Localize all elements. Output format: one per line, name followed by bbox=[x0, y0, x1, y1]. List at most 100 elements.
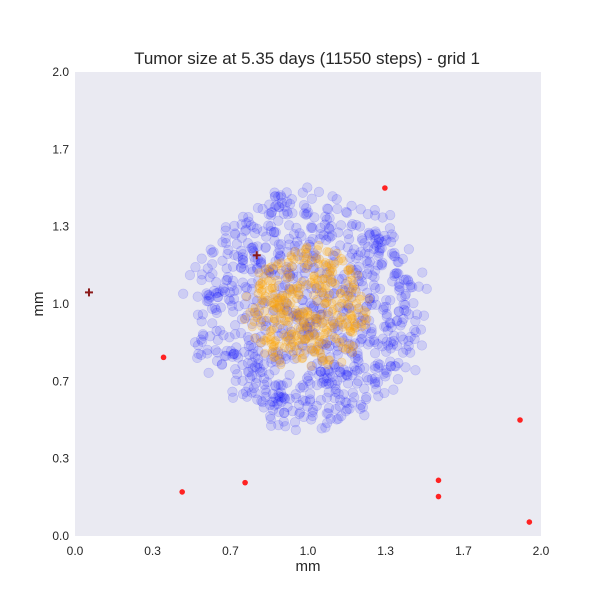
tumor-cell-point bbox=[316, 423, 327, 434]
tumor-cell-point bbox=[242, 357, 254, 369]
tumor-cell-point bbox=[325, 368, 336, 379]
tumor-cell-point bbox=[236, 219, 247, 230]
tumor-cell-point bbox=[243, 341, 254, 352]
tumor-cell-point bbox=[310, 347, 320, 357]
tumor-cell-point bbox=[401, 344, 412, 355]
tumor-cell-point bbox=[315, 332, 325, 342]
tumor-cell-point bbox=[269, 314, 279, 324]
tumor-cell-point bbox=[269, 340, 279, 350]
tumor-cell-point bbox=[287, 208, 298, 219]
tumor-cell-point bbox=[317, 274, 328, 285]
tumor-cell-point bbox=[316, 309, 327, 320]
tumor-cell-point bbox=[272, 248, 284, 259]
tumor-cell-point bbox=[328, 359, 340, 370]
tumor-cell-point bbox=[306, 193, 317, 204]
tumor-cell-point bbox=[282, 320, 293, 331]
tumor-cell-point bbox=[320, 293, 330, 303]
tumor-cell-point bbox=[332, 375, 343, 386]
tumor-cell-point bbox=[409, 333, 420, 345]
tumor-cell-point bbox=[239, 299, 250, 310]
tumor-cell-point bbox=[280, 293, 290, 303]
tumor-cell-point bbox=[337, 284, 348, 295]
tumor-cell-point bbox=[201, 296, 212, 307]
tumor-cell-point bbox=[334, 301, 345, 313]
tumor-cell-point bbox=[252, 202, 264, 214]
tumor-cell-point bbox=[274, 268, 286, 280]
tumor-cell-point bbox=[292, 283, 302, 293]
tumor-cell-point bbox=[207, 268, 218, 279]
tumor-cell-point bbox=[257, 366, 268, 377]
tumor-cell-point bbox=[364, 294, 374, 304]
tumor-cell-point bbox=[328, 288, 339, 299]
tumor-cell-point bbox=[306, 256, 317, 267]
tumor-cell-point bbox=[400, 362, 411, 373]
tumor-cell-point bbox=[345, 346, 356, 357]
tumor-cell-point bbox=[280, 280, 291, 291]
tumor-cell-point bbox=[222, 345, 233, 356]
tumor-cell-point bbox=[393, 281, 404, 292]
tumor-cell-point bbox=[341, 369, 353, 380]
tumor-cell-point bbox=[205, 331, 216, 342]
tumor-cell-point bbox=[296, 262, 307, 273]
tumor-cell-point bbox=[260, 242, 271, 253]
tumor-cell-point bbox=[309, 262, 320, 274]
tumor-cell-point bbox=[301, 345, 311, 355]
tumor-cell-point bbox=[355, 294, 365, 304]
tumor-cell-point bbox=[249, 352, 261, 363]
tumor-cell-point bbox=[346, 200, 357, 211]
tumor-cell-point bbox=[321, 261, 332, 272]
tumor-cell-point bbox=[391, 316, 402, 327]
tumor-cell-point bbox=[288, 310, 299, 322]
tumor-cell-point bbox=[356, 334, 367, 345]
tumor-cell-point bbox=[267, 347, 277, 357]
tumor-cell-point bbox=[306, 343, 317, 354]
tumor-cell-point bbox=[323, 360, 333, 370]
tumor-cell-point bbox=[303, 307, 313, 317]
tumor-cell-point bbox=[213, 291, 224, 303]
tumor-cell-point bbox=[226, 280, 237, 291]
tumor-cell-point bbox=[330, 403, 341, 415]
tumor-cell-point bbox=[286, 326, 297, 338]
tumor-cell-point bbox=[250, 303, 260, 313]
tumor-cell-point bbox=[253, 306, 265, 317]
tumor-cell-point bbox=[305, 317, 316, 328]
tumor-cell-point bbox=[333, 274, 344, 285]
tumor-cell-point bbox=[385, 361, 396, 372]
tumor-cell-point bbox=[265, 210, 277, 221]
tumor-cell-point bbox=[272, 261, 282, 271]
tumor-cell-point bbox=[327, 277, 337, 287]
tumor-cell-point bbox=[397, 253, 408, 265]
tumor-cell-point bbox=[281, 298, 293, 309]
tumor-cell-point bbox=[240, 386, 252, 397]
tumor-cell-point bbox=[247, 357, 258, 368]
tumor-cell-point bbox=[360, 314, 371, 325]
tumor-cell-point bbox=[302, 323, 313, 334]
tumor-cell-point bbox=[347, 387, 358, 398]
tumor-cell-point bbox=[236, 314, 248, 325]
tumor-cell-point bbox=[326, 221, 337, 232]
tumor-cell-point bbox=[269, 400, 280, 411]
tumor-cell-point bbox=[273, 330, 284, 342]
tumor-cell-point bbox=[321, 268, 332, 279]
tumor-cell-point bbox=[299, 326, 310, 337]
tumor-cell-point bbox=[350, 353, 361, 364]
tumor-cell-point bbox=[333, 362, 344, 373]
y-tick-label: 0.7 bbox=[52, 374, 69, 388]
tumor-cell-point bbox=[294, 228, 305, 239]
tumor-cell-point bbox=[360, 313, 370, 323]
tumor-cell-point bbox=[275, 293, 285, 303]
tumor-cell-point bbox=[240, 281, 251, 293]
tumor-cell-point bbox=[238, 264, 250, 275]
tumor-cell-point bbox=[301, 203, 312, 214]
tumor-cell-point bbox=[265, 399, 276, 411]
tumor-cell-point bbox=[313, 275, 323, 285]
tumor-cell-point bbox=[268, 396, 279, 408]
tumor-cell-point bbox=[208, 246, 219, 258]
tumor-cell-point bbox=[324, 355, 334, 365]
tumor-cell-point bbox=[269, 201, 280, 212]
tumor-cell-point bbox=[327, 371, 338, 382]
tumor-cell-point bbox=[184, 270, 196, 281]
tumor-cell-point bbox=[211, 355, 223, 367]
tumor-cell-point bbox=[299, 308, 309, 318]
tumor-cell-point bbox=[349, 338, 360, 349]
